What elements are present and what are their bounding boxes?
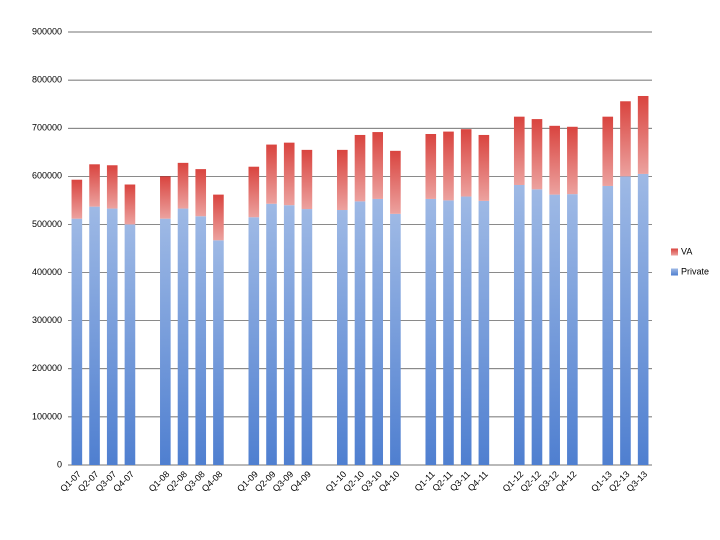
bar-segment [160, 218, 171, 465]
bar-segment [478, 134, 490, 201]
legend-label: Private [681, 266, 709, 276]
bar-segment [637, 173, 649, 465]
bar-segment [478, 200, 490, 465]
bar-segment [602, 185, 614, 465]
bar-segment [620, 101, 631, 177]
bar-segment [354, 134, 366, 202]
bar-segment [513, 116, 525, 185]
y-tick-label: 600000 [32, 171, 62, 181]
bar-segment [266, 144, 277, 204]
bar-segment [195, 169, 207, 217]
bar-segment [637, 95, 649, 174]
y-tick-label: 400000 [32, 267, 62, 277]
bar-segment [89, 206, 100, 466]
bar-segment [443, 131, 454, 201]
bar-segment [390, 150, 401, 214]
y-tick-label: 800000 [32, 74, 62, 84]
bar-segment [124, 184, 136, 225]
bar-segment [177, 208, 189, 465]
bar-segment [460, 196, 472, 466]
bar-segment [549, 194, 560, 466]
bar-segment [283, 205, 295, 465]
bar-segment [425, 198, 437, 465]
x-tick-label: Q4-12 [554, 469, 579, 494]
bar-segment [301, 209, 313, 465]
y-tick-label: 700000 [32, 123, 62, 133]
bar-segment [213, 194, 224, 241]
bar-segment [177, 162, 189, 209]
bar-segment [124, 224, 136, 465]
bar-segment [531, 189, 543, 465]
bar-segment [195, 216, 207, 465]
bar-segment [549, 125, 560, 195]
bar-segment [372, 132, 384, 199]
bar-segment [620, 176, 631, 466]
y-tick-label: 100000 [32, 411, 62, 421]
bar-segment [460, 129, 472, 197]
bar-segment [390, 213, 401, 465]
y-tick-label: 500000 [32, 219, 62, 229]
x-tick-label: Q4-11 [466, 469, 490, 493]
legend-swatch [671, 268, 678, 276]
y-tick-label: 0 [57, 459, 62, 469]
bar-segment [266, 203, 277, 466]
bar-segment [425, 133, 437, 199]
bar-segment [513, 184, 525, 465]
bar-segment [567, 126, 578, 195]
y-tick-label: 900000 [32, 26, 62, 36]
bar-segment [213, 240, 224, 465]
bar-segment [160, 176, 171, 219]
bar-segment [283, 142, 295, 206]
bar-segment [336, 149, 348, 211]
bar-segment [567, 194, 578, 465]
bar-segment [71, 218, 83, 465]
bar-segment [336, 210, 348, 465]
bar-segment [106, 165, 118, 209]
legend-label: VA [681, 246, 692, 256]
bar-segment [531, 119, 543, 190]
bar-segment [248, 217, 260, 465]
bar-segment [106, 208, 118, 465]
bar-segment [301, 149, 313, 210]
bar-segment [89, 164, 100, 207]
bar-segment [248, 166, 260, 218]
bar-segment [602, 116, 614, 186]
y-tick-label: 200000 [32, 363, 62, 373]
bar-segment [71, 179, 83, 219]
bar-segment [354, 201, 366, 465]
legend-swatch [671, 248, 678, 256]
bar-segment [443, 200, 454, 465]
y-tick-label: 300000 [32, 315, 62, 325]
bar-segment [372, 198, 384, 465]
